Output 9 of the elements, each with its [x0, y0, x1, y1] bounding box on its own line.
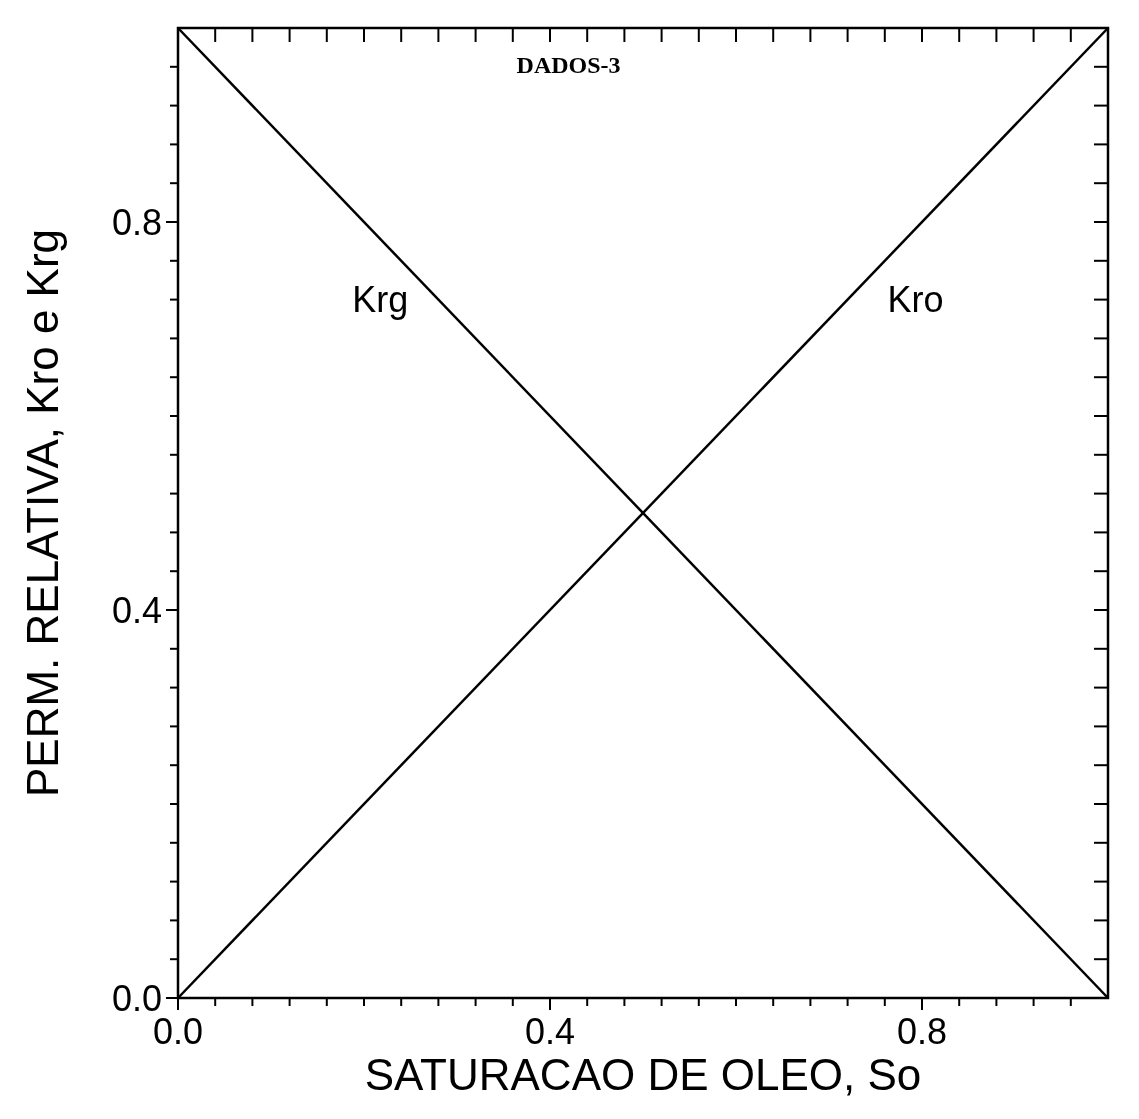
x-tick-label: 0.8: [896, 1011, 948, 1052]
y-tick-label: 0.8: [111, 201, 162, 243]
x-axis-title: SATURACAO DE OLEO, So: [364, 1050, 922, 1099]
series-label: Krg: [352, 278, 409, 320]
y-tick-label: 0.4: [111, 589, 162, 631]
x-tick-label: 0.4: [524, 1011, 576, 1052]
y-axis-title: PERM. RELATIVA, Kro e Krg: [18, 228, 67, 798]
series-label: Kro: [887, 278, 944, 320]
text: DADOS-3: [516, 52, 621, 78]
